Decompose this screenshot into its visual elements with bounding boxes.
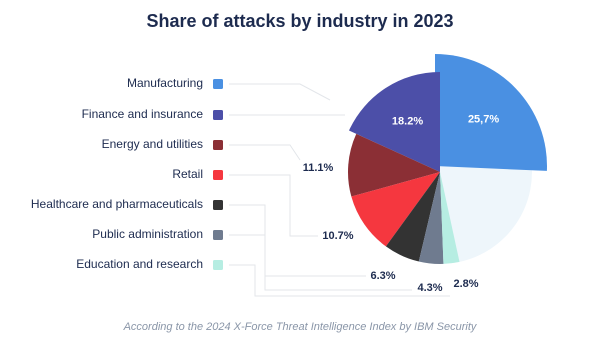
legend-label: Finance and insurance xyxy=(82,107,204,121)
leader-line xyxy=(229,174,318,237)
legend-label: Manufacturing xyxy=(127,76,203,90)
value-label: 18.2% xyxy=(392,115,423,127)
value-label: 2.8% xyxy=(453,278,478,290)
value-label: 6.3% xyxy=(370,270,395,282)
pie-slice xyxy=(351,172,440,247)
chart-title: Share of attacks by industry in 2023 xyxy=(146,11,453,31)
legend-swatch xyxy=(213,140,223,150)
pie-slice xyxy=(435,54,547,171)
value-label: 11.1% xyxy=(303,162,334,174)
legend-swatch xyxy=(213,260,223,270)
value-label: 4.3% xyxy=(417,282,442,294)
legend-label: Energy and utilities xyxy=(102,137,203,151)
pie-slice xyxy=(385,172,440,262)
legend-label: Healthcare and pharmaceuticals xyxy=(31,197,203,211)
legend-swatch xyxy=(213,110,223,120)
pie-slice xyxy=(440,172,460,264)
pie-slice xyxy=(348,72,440,172)
leader-line xyxy=(229,144,301,161)
legend-label: Education and research xyxy=(76,257,203,271)
value-label: 10.7% xyxy=(322,230,353,242)
leader-line xyxy=(229,234,412,291)
leader-line xyxy=(229,83,331,101)
value-label: 25,7% xyxy=(468,113,499,125)
pie-slice xyxy=(418,172,444,264)
legend-label: Public administration xyxy=(92,227,203,241)
legend-swatch xyxy=(213,79,223,89)
legend-label: Retail xyxy=(172,167,203,181)
leader-line xyxy=(229,264,450,297)
pie-slice xyxy=(348,133,440,197)
legend-swatch xyxy=(213,230,223,240)
source-note: According to the 2024 X-Force Threat Int… xyxy=(123,321,478,333)
legend-swatch xyxy=(213,200,223,210)
legend-swatch xyxy=(213,170,223,180)
